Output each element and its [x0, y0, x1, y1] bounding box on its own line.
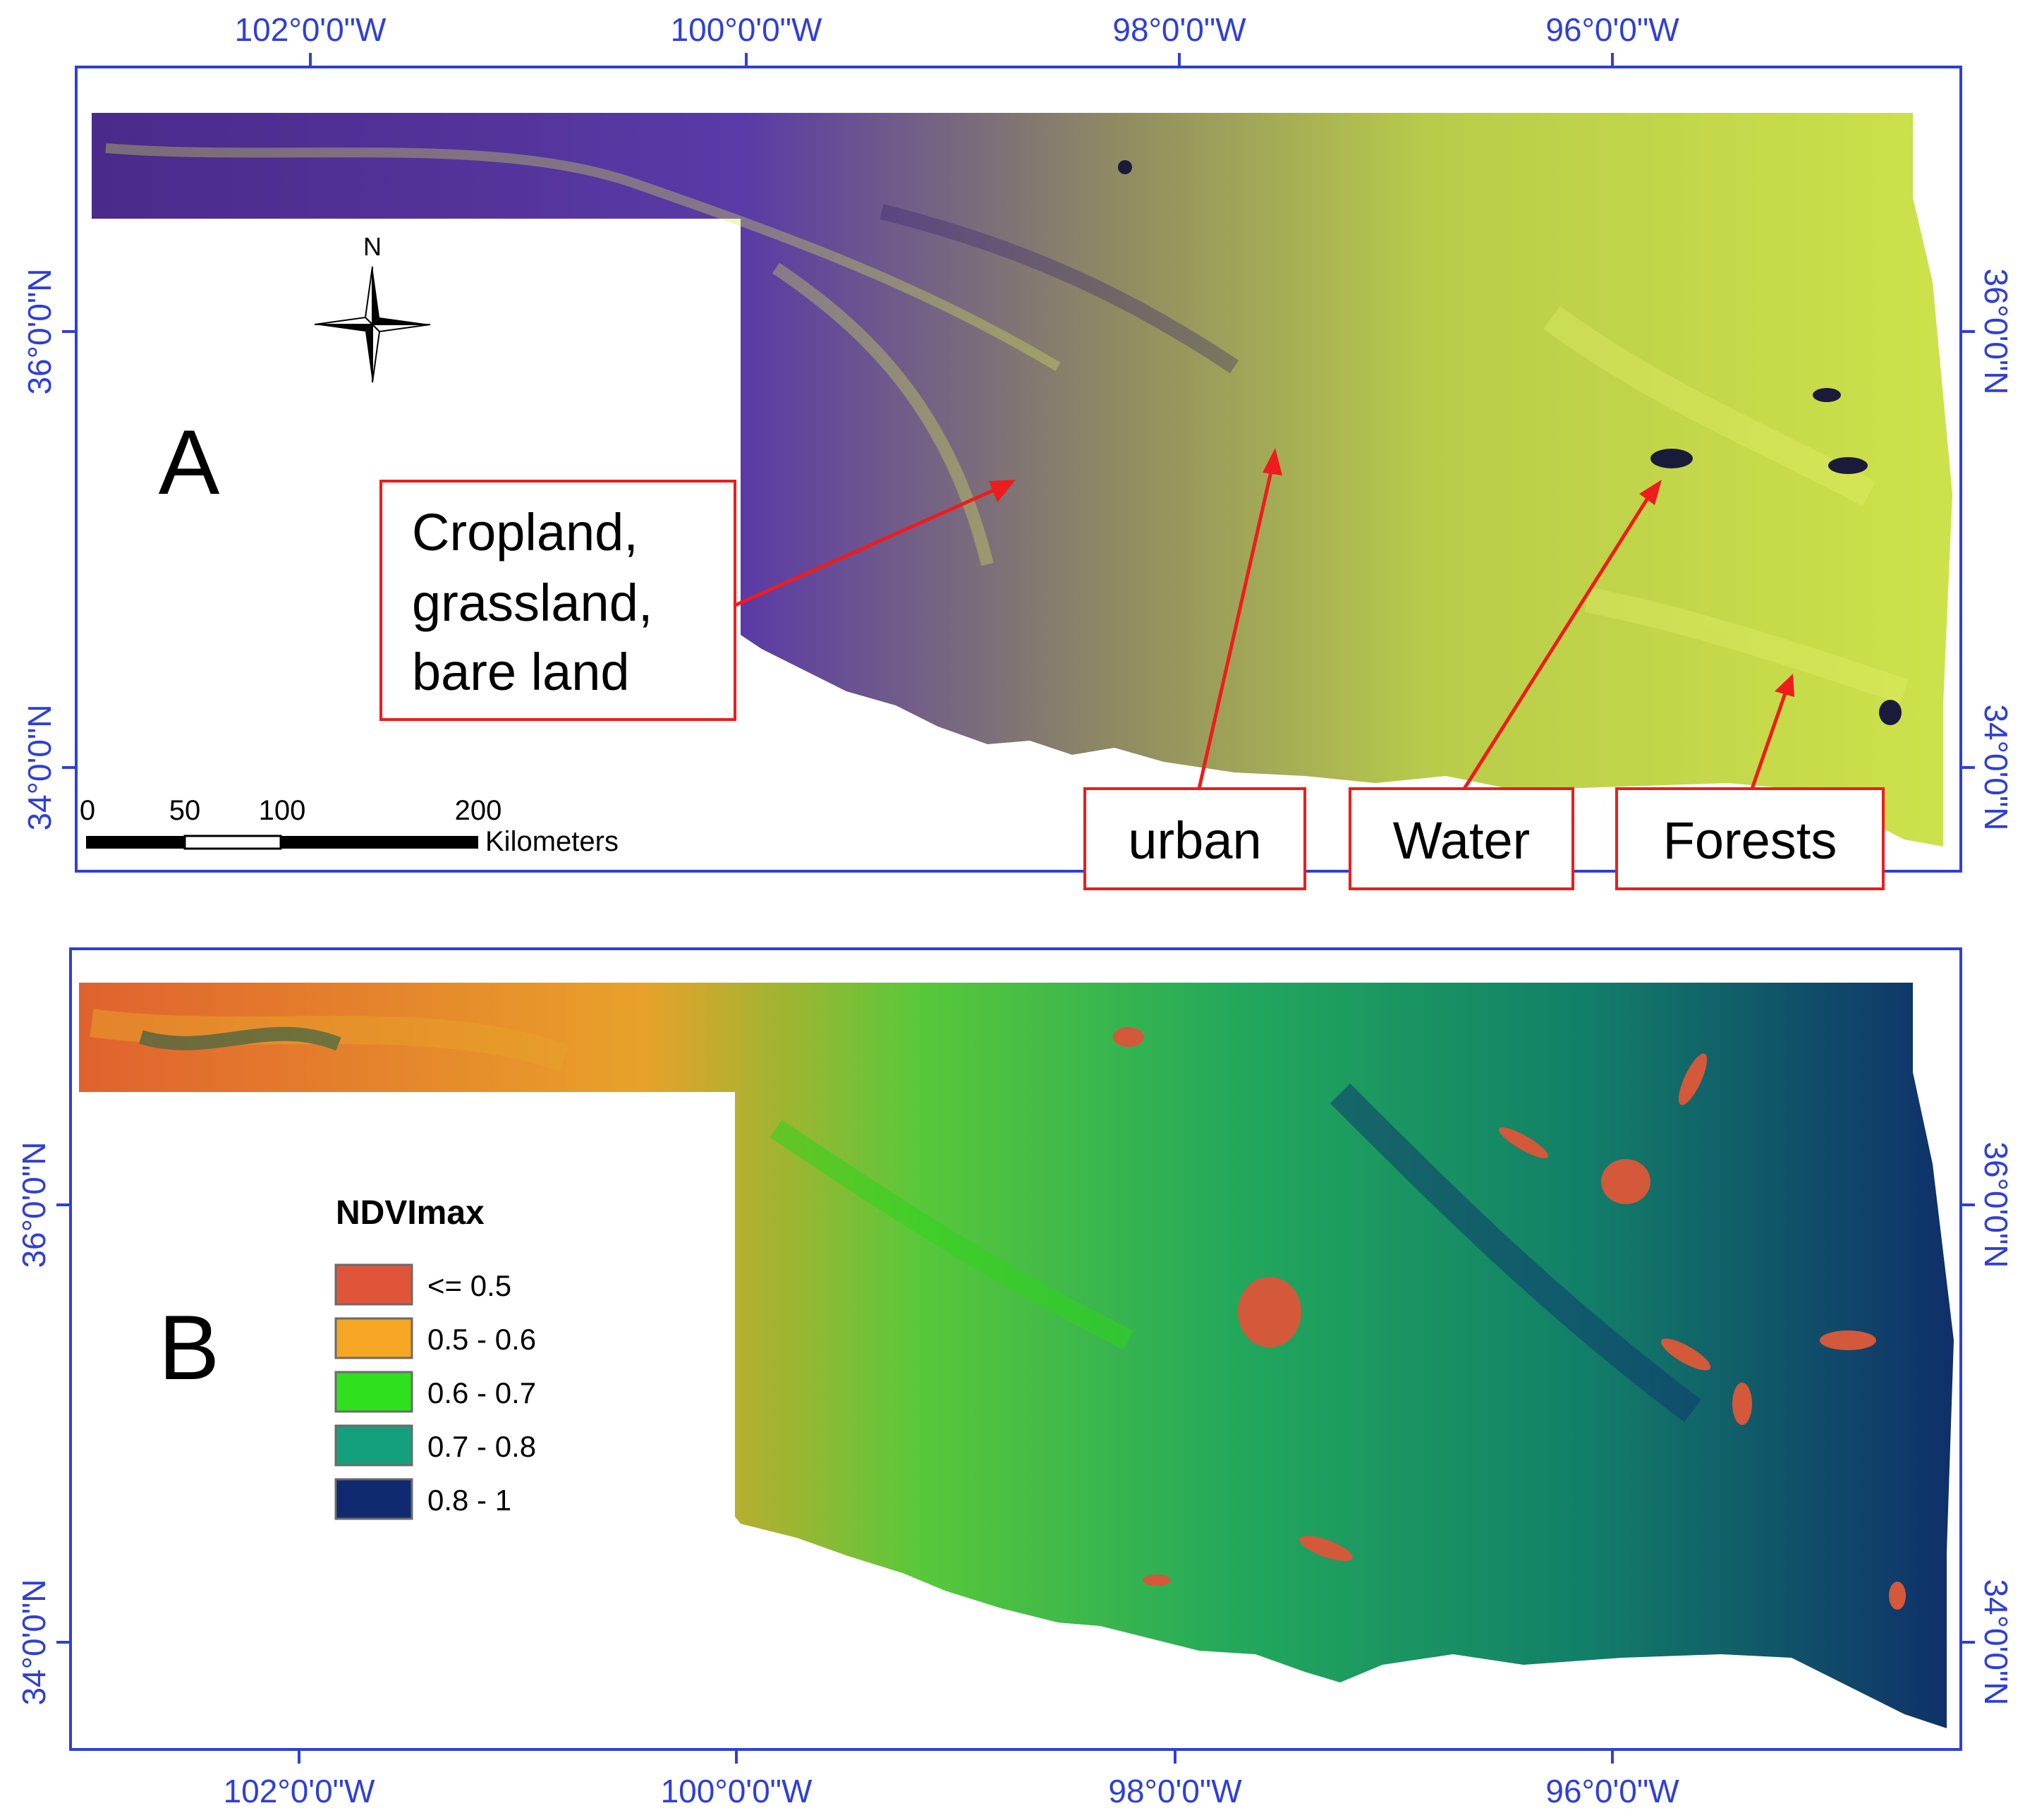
annotation-cropland-line-3: bare land — [412, 643, 630, 701]
legend-swatch — [334, 1478, 413, 1520]
annotation-forests: Forests — [1615, 674, 1885, 890]
lon-label-100w-bottom: 100°0'0"W — [661, 1773, 813, 1809]
lat-label-34n-left-a: 34°0'0"N — [21, 704, 58, 830]
legend-label: 0.5 - 0.6 — [427, 1323, 536, 1356]
legend-swatch — [334, 1371, 413, 1413]
lat-label-36n-right-b: 36°0'0"N — [1978, 1141, 2014, 1268]
panel-b-lat-labels: 36°0'0"N 34°0'0"N 36°0'0"N 34°0'0"N — [16, 1141, 2014, 1705]
ndvi-legend: NDVImax <= 0.5 0.5 - 0.6 0.6 - 0.7 0.7 - 0.… — [334, 1194, 536, 1520]
panel-a-lon-labels: 102°0'0"W 100°0'0"W 98°0'0"W 96°0'0"W — [235, 11, 1680, 48]
legend-title: NDVImax — [336, 1194, 485, 1232]
scale-tick-200: 200 — [455, 795, 502, 826]
panel-a-ticks — [62, 53, 1975, 769]
scale-tick-0: 0 — [80, 795, 95, 826]
annotation-water: Water — [1349, 480, 1662, 890]
legend-swatch — [334, 1263, 413, 1306]
lon-label-102w-top: 102°0'0"W — [235, 11, 387, 48]
lat-label-36n-right-a: 36°0'0"N — [1978, 268, 2014, 394]
scale-tick-50: 50 — [169, 795, 201, 826]
scale-bar: 0 50 100 200 Kilometers — [80, 795, 619, 857]
legend-swatch — [334, 1317, 413, 1359]
legend-label: 0.7 - 0.8 — [427, 1430, 536, 1463]
lon-label-100w-top: 100°0'0"W — [671, 11, 822, 48]
panel-a-lat-labels: 36°0'0"N 34°0'0"N 36°0'0"N 34°0'0"N — [21, 268, 2014, 830]
annotation-cropland-line-1: Cropland, — [412, 503, 638, 562]
lon-label-98w-top: 98°0'0"W — [1112, 11, 1246, 48]
raster-texture-b — [90, 1009, 1702, 1422]
low-ndvi-patches — [1113, 1027, 1906, 1610]
scale-unit: Kilometers — [485, 826, 619, 857]
scale-tick-100: 100 — [259, 795, 306, 826]
annotation-urban-label: urban — [1128, 811, 1261, 870]
north-arrow-icon: N — [314, 232, 431, 383]
lon-label-96w-bottom: 96°0'0"W — [1545, 1773, 1679, 1809]
legend-label: 0.6 - 0.7 — [427, 1376, 536, 1409]
lon-label-102w-bottom: 102°0'0"W — [224, 1773, 375, 1809]
legend-swatch — [334, 1424, 413, 1467]
panel-b-ticks — [56, 1203, 1975, 1764]
panel-b-lon-labels: 102°0'0"W 100°0'0"W 98°0'0"W 96°0'0"W — [224, 1773, 1680, 1809]
lat-label-34n-right-a: 34°0'0"N — [1978, 704, 2014, 830]
annotation-urban: urban — [1083, 448, 1306, 890]
legend-label: 0.8 - 1 — [427, 1484, 511, 1517]
annotation-water-label: Water — [1393, 811, 1531, 870]
water-bodies-a — [1118, 160, 1902, 725]
annotation-forests-label: Forests — [1663, 811, 1837, 870]
lat-label-34n-right-b: 34°0'0"N — [1978, 1579, 2014, 1705]
panel-a: 102°0'0"W 100°0'0"W 98°0'0"W 96°0'0"W — [21, 11, 2014, 890]
north-label: N — [363, 232, 382, 261]
oklahoma-ndvi-raster — [79, 983, 1954, 1728]
panel-a-label: A — [159, 411, 220, 514]
lon-label-96w-top: 96°0'0"W — [1545, 11, 1679, 48]
lat-label-36n-left-b: 36°0'0"N — [16, 1141, 52, 1268]
panel-a-frame — [75, 66, 1962, 873]
lat-label-36n-left-a: 36°0'0"N — [21, 268, 58, 394]
raster-texture-a — [105, 143, 1909, 704]
annotation-cropland: Cropland, grassland, bare land — [379, 480, 1016, 721]
oklahoma-landcover-raster — [92, 113, 1952, 847]
panel-b-label: B — [159, 1296, 220, 1399]
annotation-cropland-line-2: grassland, — [412, 574, 652, 632]
panel-b-frame — [69, 947, 1962, 1751]
lon-label-98w-bottom: 98°0'0"W — [1108, 1773, 1242, 1809]
lat-label-34n-left-b: 34°0'0"N — [16, 1579, 52, 1705]
legend-label: <= 0.5 — [427, 1269, 511, 1302]
panel-b: B NDVImax <= 0.5 0.5 - 0.6 0.6 - 0.7 0.7 - … — [16, 947, 2014, 1809]
